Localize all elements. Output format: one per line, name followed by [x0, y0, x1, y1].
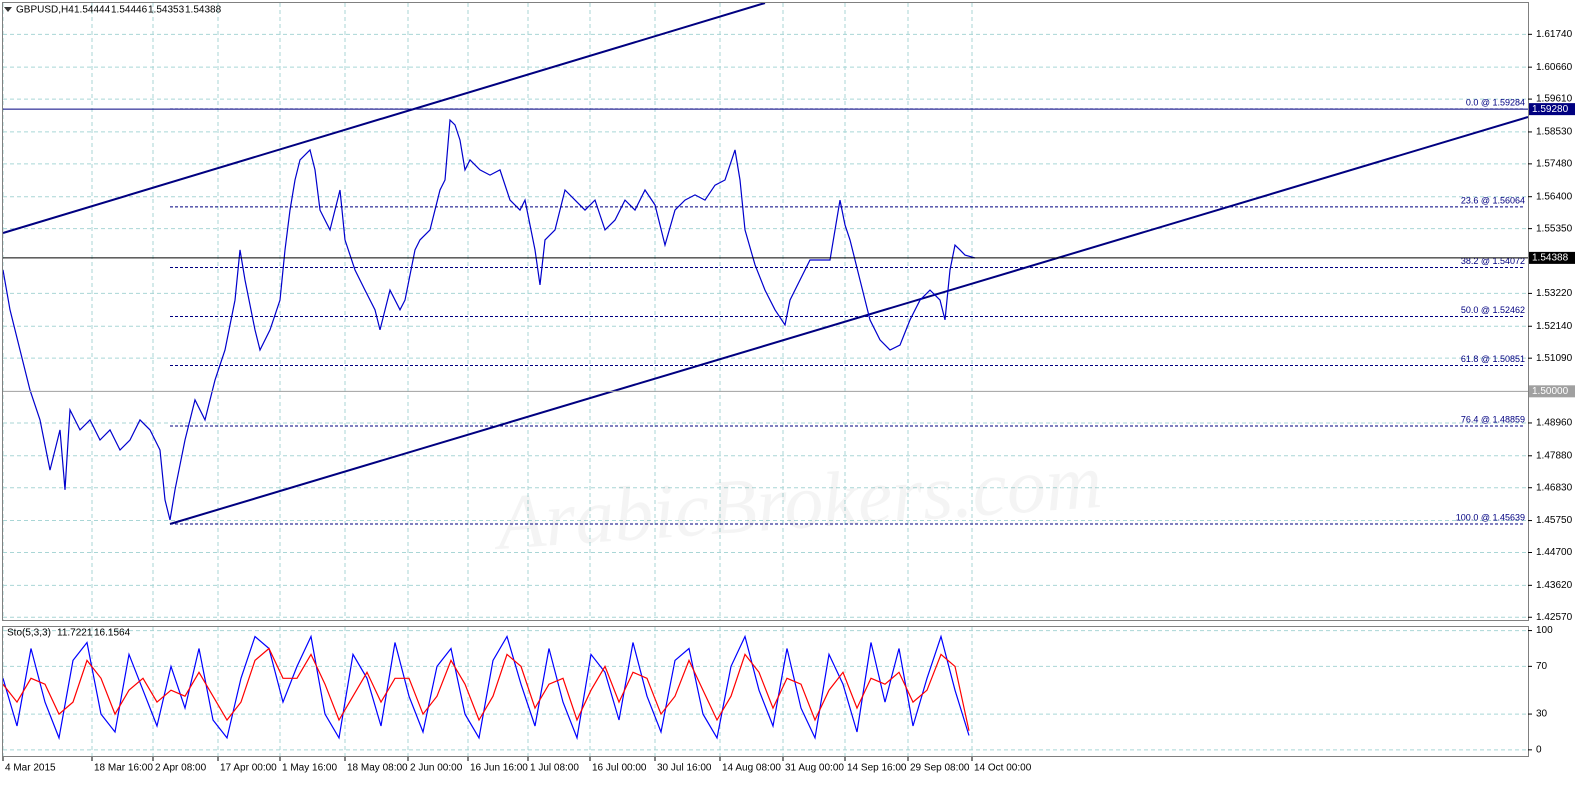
y-tick-label: 1.45750: [1536, 515, 1573, 526]
close: 1.54388: [185, 5, 222, 16]
x-tick-label: 14 Oct 00:00: [974, 763, 1032, 774]
price-marker-label: 1.54388: [1532, 253, 1569, 264]
symbol-title: GBPUSD,H4: [16, 5, 74, 16]
price-marker-box: [1529, 251, 1575, 264]
y-tick-label: 1.42570: [1536, 612, 1573, 623]
open: 1.54444: [74, 5, 111, 16]
plot-layer: 0.0 @ 1.59284 23.6 @ 1.56064 38.2 @ 1.5407…: [2, 97, 1528, 741]
y-tick-label: 1.44700: [1536, 547, 1573, 558]
y-tick-label: 1.46830: [1536, 482, 1573, 493]
y-tick-label: 1.47880: [1536, 450, 1573, 461]
x-tick-label: 1 May 16:00: [282, 763, 337, 774]
x-tick-label: 18 Mar 16:00: [94, 763, 153, 774]
symbol-icon: [4, 7, 12, 12]
y-tick-label: 1.58530: [1536, 127, 1573, 138]
channel-upper: [2, 2, 766, 234]
y-tick-label: 1.52140: [1536, 321, 1573, 332]
fib-label: 0.0 @ 1.59284: [1466, 97, 1525, 107]
y-tick-label: 1.59610: [1536, 94, 1573, 105]
y-tick-label: 1.53220: [1536, 288, 1573, 299]
price-marker-label: 1.50000: [1532, 386, 1569, 397]
fib-label: 23.6 @ 1.56064: [1461, 195, 1525, 205]
y-tick-label: 0: [1536, 744, 1542, 755]
price-marker-box: [1529, 103, 1575, 116]
price-panel-frame: [2, 2, 1529, 621]
channel-lower: [169, 116, 1529, 525]
fib-label: 38.2 @ 1.54072: [1461, 256, 1525, 266]
indicator-signal: 16.1564: [94, 628, 131, 639]
price-marker-label: 1.59280: [1532, 104, 1569, 115]
grid-layer: [2, 3, 1528, 757]
x-tick-label: 18 May 08:00: [347, 763, 408, 774]
x-tick-label: 14 Sep 16:00: [847, 763, 907, 774]
fib-label: 50.0 @ 1.52462: [1461, 305, 1525, 315]
y-tick-label: 1.61740: [1536, 29, 1573, 40]
price-marker-box: [1529, 385, 1575, 398]
y-tick-label: 1.57480: [1536, 159, 1573, 170]
x-tick-label: 29 Sep 08:00: [910, 763, 970, 774]
low: 1.54353: [148, 5, 185, 16]
indicator-panel-frame: [2, 626, 1529, 757]
x-tick-label: 30 Jul 16:00: [657, 763, 712, 774]
x-tick-label: 1 Jul 08:00: [530, 763, 579, 774]
y-tick-label: 70: [1536, 661, 1548, 672]
y-tick-label: 1.48960: [1536, 418, 1573, 429]
high: 1.54446: [111, 5, 148, 16]
fib-label: 61.8 @ 1.50851: [1461, 354, 1525, 364]
indicator-main: 11.7221: [57, 628, 93, 639]
y-tick-label: 1.60660: [1536, 62, 1573, 73]
y-tick-label: 1.43620: [1536, 580, 1573, 591]
y-tick-label: 30: [1536, 709, 1548, 720]
y-tick-label: 1.51090: [1536, 353, 1573, 364]
x-tick-label: 16 Jun 16:00: [470, 763, 528, 774]
x-tick-label: 4 Mar 2015: [5, 763, 56, 774]
indicator-line: [2, 647, 970, 731]
fib-label: 76.4 @ 1.48859: [1461, 414, 1525, 424]
y-tick-label: 100: [1536, 625, 1553, 636]
x-tick-label: 16 Jul 00:00: [592, 763, 647, 774]
indicator-title: Sto(5,3,3): [7, 628, 51, 639]
x-tick-label: 17 Apr 00:00: [220, 763, 277, 774]
y-tick-label: 1.55350: [1536, 223, 1573, 234]
x-tick-label: 31 Aug 00:00: [785, 763, 844, 774]
x-tick-label: 2 Jun 00:00: [410, 763, 463, 774]
x-tick-label: 2 Apr 08:00: [155, 763, 207, 774]
x-tick-label: 14 Aug 08:00: [722, 763, 781, 774]
fib-label: 100.0 @ 1.45639: [1456, 512, 1525, 522]
price-line: [2, 118, 976, 521]
y-tick-label: 1.56400: [1536, 191, 1573, 202]
